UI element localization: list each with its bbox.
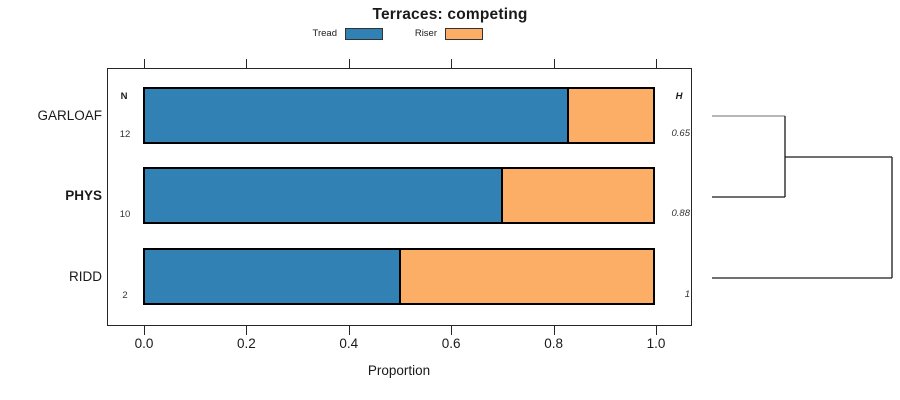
legend-swatch-riser	[445, 28, 483, 40]
tread-segment	[145, 89, 567, 142]
riser-segment	[566, 89, 653, 142]
h-value: 1	[684, 289, 690, 300]
h-value: 0.65	[671, 128, 691, 139]
n-column-header: N	[120, 91, 128, 102]
n-value: 10	[119, 209, 131, 220]
x-tick-top	[144, 59, 145, 68]
y-axis-label-ridd: RIDD	[69, 268, 102, 284]
h-value: 0.88	[671, 208, 691, 219]
x-tick-bottom	[553, 326, 555, 335]
riser-segment	[399, 250, 653, 303]
x-tick-bottom	[246, 326, 248, 335]
x-tick-label: 0.0	[134, 336, 154, 351]
x-tick-label: 0.2	[237, 336, 256, 351]
legend-swatch-tread	[345, 28, 383, 40]
stacked-bar-ridd	[143, 248, 655, 305]
x-tick-label: 0.8	[544, 336, 563, 351]
chart-title: Terraces: competing	[372, 6, 528, 23]
x-tick-label: 0.4	[339, 336, 359, 351]
h-column-header: H	[675, 91, 683, 102]
x-tick-bottom	[656, 326, 657, 335]
y-axis-label-phys: PHYS	[65, 187, 102, 203]
x-axis-title: Proportion	[367, 363, 431, 378]
x-tick-top	[656, 59, 657, 68]
n-value: 2	[122, 290, 128, 301]
riser-segment	[500, 169, 653, 222]
x-tick-top	[451, 59, 453, 68]
x-tick-top	[246, 59, 248, 68]
x-tick-top	[348, 59, 350, 68]
tread-segment	[145, 169, 501, 222]
x-tick-label: 1.0	[646, 336, 666, 351]
x-tick-label: 0.6	[441, 336, 461, 351]
legend-label-tread: Tread	[312, 28, 337, 39]
x-tick-bottom	[348, 326, 350, 335]
x-tick-bottom	[144, 326, 145, 335]
legend-label-riser: Riser	[414, 28, 437, 39]
stacked-bar-garloaf	[143, 87, 655, 144]
y-axis-label-garloaf: GARLOAF	[37, 107, 102, 123]
n-value: 12	[119, 129, 131, 140]
x-tick-top	[553, 59, 555, 68]
stacked-bar-phys	[143, 167, 655, 224]
x-tick-bottom	[451, 326, 453, 335]
tread-segment	[145, 250, 399, 303]
